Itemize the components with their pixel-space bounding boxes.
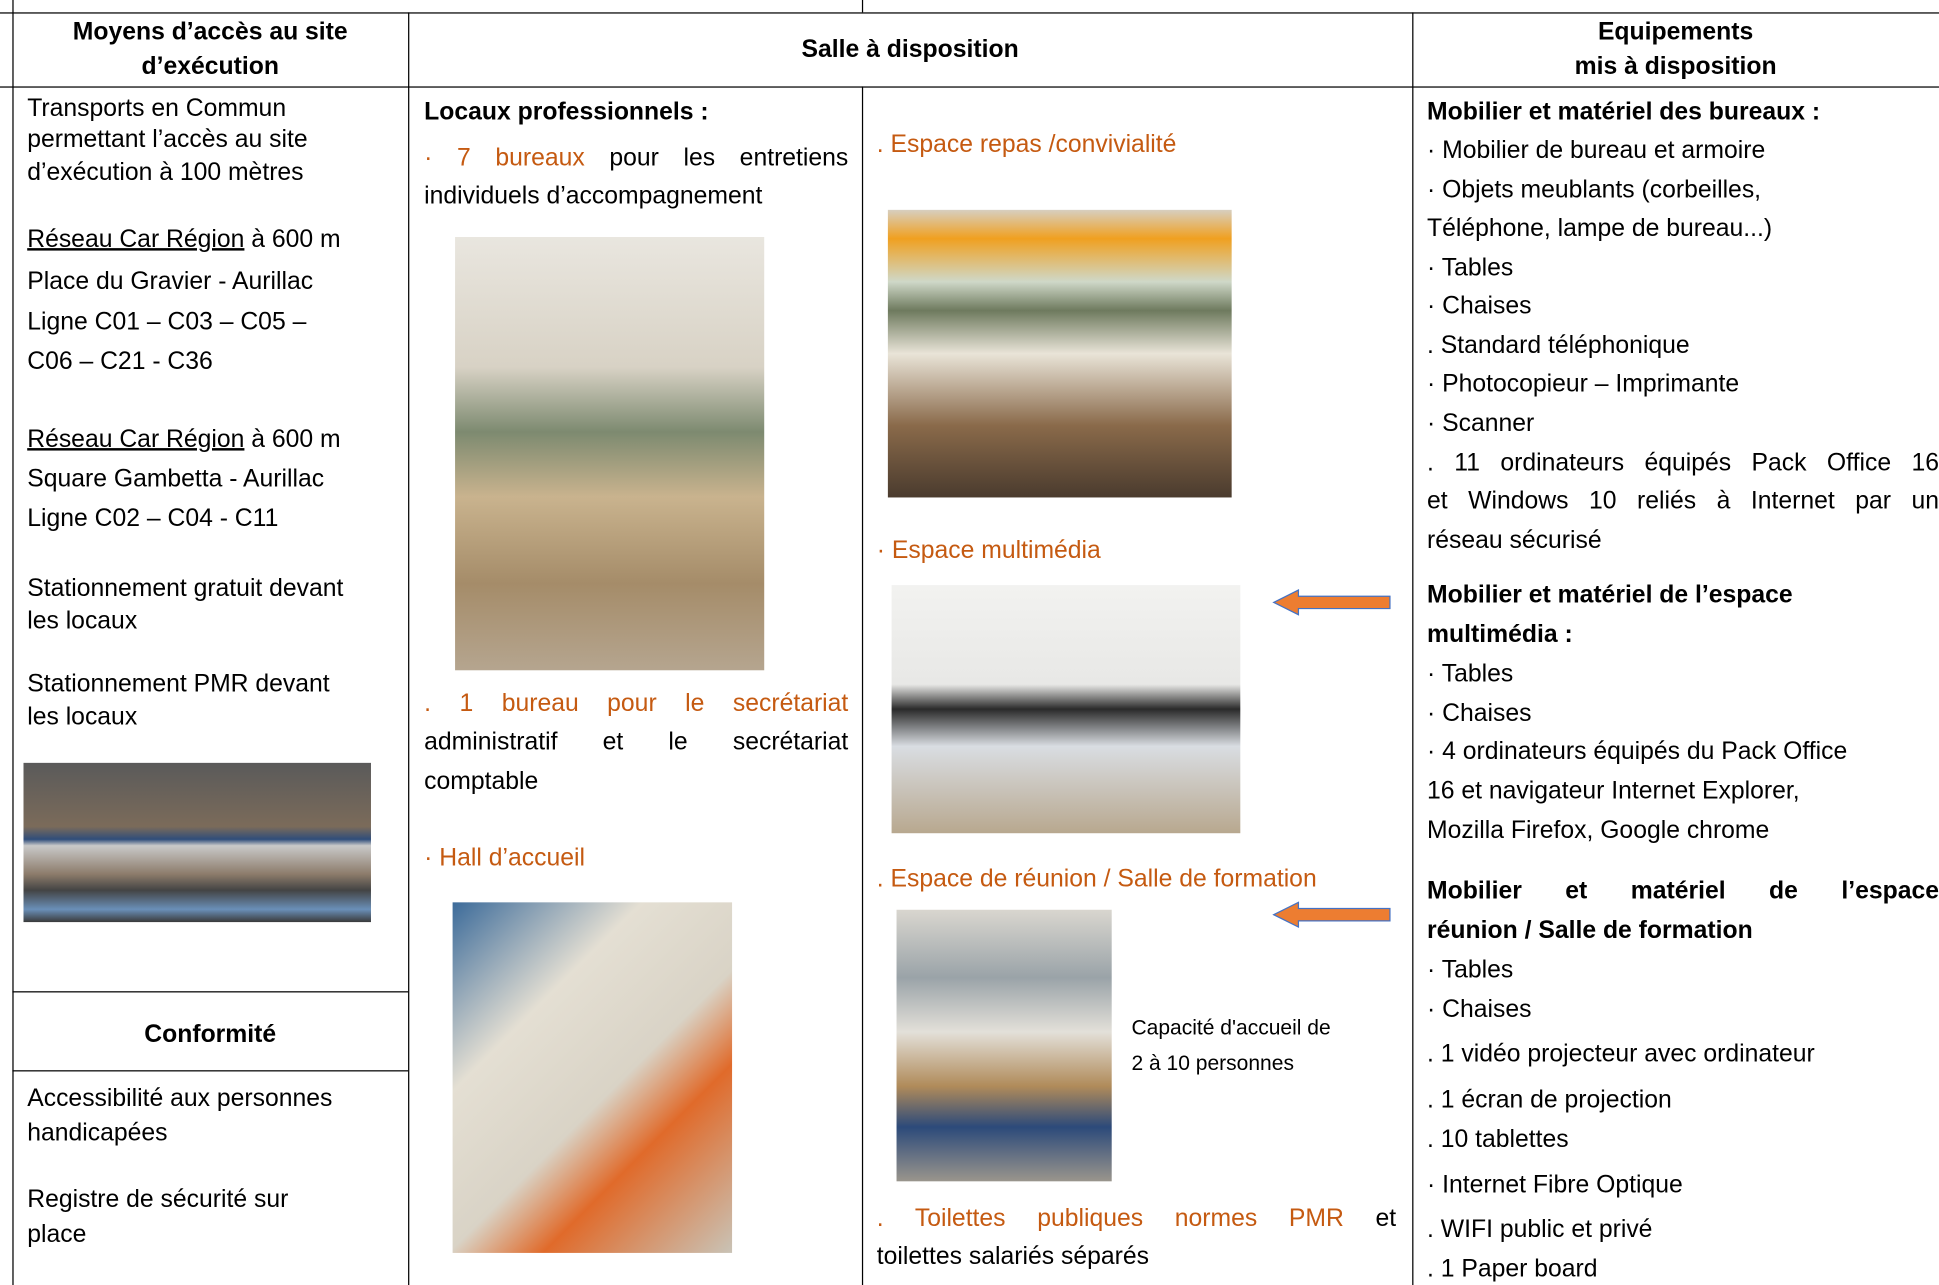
text-line: Capacité d'accueil de — [1131, 1015, 1331, 1040]
text-line: d’exécution à 100 mètres — [27, 159, 304, 187]
header-cell: Equipements — [1597, 18, 1754, 46]
header-cell: Moyens d’accès au site — [72, 18, 348, 46]
section-title: Locaux professionnels : — [424, 98, 709, 126]
rule — [12, 1070, 409, 1072]
text-line: Ligne C01 – C03 – C05 – — [27, 308, 307, 336]
text-line: réseau sécurisé — [1427, 527, 1602, 555]
section-title: multimédia : — [1427, 620, 1573, 649]
text-line: . 11 ordinateurs équipés Pack Office 16 — [1427, 449, 1939, 477]
text-line: · Espace multimédia — [876, 536, 1101, 565]
rule — [1412, 12, 1414, 1285]
section-title: Mobilier et matériel de l’espace — [1427, 877, 1939, 905]
text-line: · 4 ordinateurs équipés du Pack Office — [1427, 738, 1848, 766]
header-cell: d’exécution — [141, 53, 279, 81]
arrow — [1272, 901, 1391, 929]
rule — [0, 86, 1939, 88]
text-line: · Objets meublants (corbeilles, — [1427, 176, 1762, 204]
text-line: . 1 bureau pour le secrétariat — [424, 690, 849, 718]
text-line: les locaux — [27, 703, 138, 731]
text-run: . Toilettes publiques normes PMR — [876, 1204, 1344, 1232]
section-title: Mobilier et matériel de l’espace — [1427, 581, 1793, 609]
text-line: . Espace repas /convivialité — [876, 130, 1177, 159]
text-line: administratif et le secrétariat — [424, 728, 849, 756]
text-line: · Chaises — [1427, 699, 1532, 728]
text-line: · Hall d’accueil — [424, 844, 585, 872]
text-line: C06 – C21 - C36 — [27, 348, 213, 376]
rule — [12, 991, 409, 993]
text-line: · Tables — [1427, 254, 1514, 282]
text-line: Téléphone, lampe de bureau...) — [1427, 214, 1773, 242]
text-line: . Standard téléphonique — [1427, 332, 1690, 360]
text-line: . Espace de réunion / Salle de formation — [876, 865, 1317, 893]
rule — [12, 0, 14, 1285]
text-line: · Chaises — [1427, 996, 1532, 1024]
photo-multimedia — [891, 585, 1241, 834]
text-line: comptable — [424, 767, 539, 795]
photo-meeting — [896, 909, 1112, 1182]
text-run: et — [1375, 1204, 1397, 1232]
text-run: à 600 m — [251, 225, 341, 254]
text-line: Réseau Car Région à 600 m — [27, 425, 340, 455]
text-line: et Windows 10 reliés à Internet par un — [1427, 487, 1939, 515]
text-line: · Internet Fibre Optique — [1427, 1171, 1683, 1199]
text-line: permettant l’accès au site — [27, 125, 308, 154]
text-line: Transports en Commun — [27, 95, 287, 123]
text-run: · 7 bureaux — [424, 144, 585, 172]
text-line: · Tables — [1427, 660, 1514, 688]
text-run: Réseau Car Région — [27, 225, 245, 254]
text-line: . 10 tablettes — [1427, 1125, 1569, 1153]
text-run: à 600 m — [251, 425, 341, 454]
text-line: . 1 Paper board — [1427, 1255, 1598, 1283]
text-line: individuels d’accompagnement — [424, 182, 763, 210]
text-line: . WIFI public et privé — [1427, 1215, 1653, 1244]
text-line: Mozilla Firefox, Google chrome — [1427, 817, 1770, 845]
text-line: Square Gambetta - Aurillac — [27, 465, 325, 493]
text-line: toilettes salariés séparés — [876, 1243, 1149, 1271]
text-line: handicapées — [27, 1119, 168, 1147]
text-run: pour les entretiens — [609, 144, 849, 172]
photo-parking — [23, 762, 371, 923]
section-title: Conformité — [144, 1020, 277, 1049]
text-line: Place du Gravier - Aurillac — [27, 267, 314, 296]
text-line: 2 à 10 personnes — [1131, 1051, 1294, 1076]
arrow — [1272, 589, 1391, 616]
text-line: Stationnement gratuit devant — [27, 575, 344, 603]
text-line: Ligne C02 – C04 - C11 — [27, 504, 279, 533]
text-line: place — [27, 1220, 87, 1248]
text-line: . 1 vidéo projecteur avec ordinateur — [1427, 1040, 1815, 1068]
header-cell: mis à disposition — [1574, 53, 1777, 81]
rule — [0, 12, 1939, 14]
photo-office — [455, 237, 765, 671]
header-cell: Salle à disposition — [801, 35, 1019, 63]
section-title: Mobilier et matériel des bureaux : — [1427, 98, 1821, 126]
text-line: · Tables — [1427, 956, 1514, 984]
text-line: · Scanner — [1427, 409, 1535, 437]
photo-hall — [452, 902, 733, 1253]
text-line: 16 et navigateur Internet Explorer, — [1427, 777, 1800, 805]
photo-dining — [887, 209, 1232, 498]
text-line: . 1 écran de projection — [1427, 1086, 1672, 1114]
text-line: · Photocopieur – Imprimante — [1427, 370, 1740, 398]
rule — [861, 0, 864, 13]
text-line: . Toilettes publiques normes PMR et — [877, 1204, 1396, 1234]
text-line: Registre de sécurité sur — [27, 1186, 289, 1214]
text-run: Réseau Car Région — [27, 425, 245, 454]
rule — [861, 86, 864, 1285]
section-title: réunion / Salle de formation — [1427, 917, 1753, 945]
text-line: · Chaises — [1427, 292, 1532, 320]
text-line: Stationnement PMR devant — [27, 670, 330, 698]
text-line: les locaux — [27, 607, 138, 635]
rule — [408, 12, 410, 1285]
text-line: Réseau Car Région à 600 m — [27, 225, 340, 255]
text-line: · 7 bureaux pour les entretiens — [424, 143, 848, 173]
text-line: · Mobilier de bureau et armoire — [1427, 137, 1766, 165]
text-line: Accessibilité aux personnes — [27, 1085, 333, 1113]
